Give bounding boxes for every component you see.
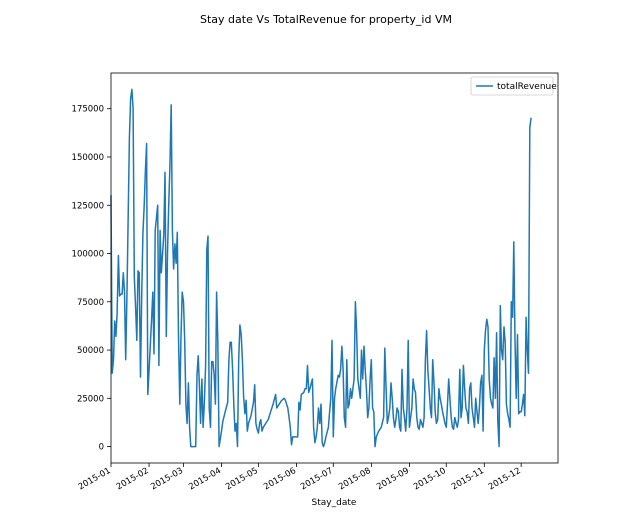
y-tick-label: 100000 bbox=[72, 250, 104, 260]
x-tick-label: 2015-02 bbox=[115, 466, 151, 492]
x-tick-label: 2015-04 bbox=[187, 466, 223, 492]
y-tick-label: 175000 bbox=[72, 105, 104, 115]
legend: totalRevenue bbox=[470, 76, 557, 96]
y-tick-label: 50000 bbox=[77, 346, 104, 356]
y-tick-label: 125000 bbox=[72, 201, 104, 211]
x-tick-label: 2015-01 bbox=[77, 466, 113, 492]
x-tick-label: 2015-11 bbox=[450, 466, 486, 492]
legend-label: totalRevenue bbox=[497, 82, 557, 92]
y-axis-ticks: 0 25000 50000 75000 100000 125000 150000 175000 bbox=[72, 105, 111, 453]
y-tick-label: 25000 bbox=[77, 394, 104, 404]
x-tick-label: 2015-08 bbox=[337, 466, 373, 492]
x-tick-label: 2015-09 bbox=[375, 466, 411, 492]
x-tick-label: 2015-10 bbox=[412, 466, 448, 492]
plot-frame bbox=[110, 72, 559, 464]
legend-box bbox=[470, 76, 554, 96]
y-tick-label: 75000 bbox=[77, 298, 104, 308]
chart-title: Stay date Vs TotalRevenue for property_i… bbox=[200, 13, 452, 26]
y-tick-label: 0 bbox=[99, 443, 104, 453]
x-tick-label: 2015-05 bbox=[224, 466, 260, 492]
x-tick-label: 2015-06 bbox=[262, 466, 298, 492]
x-tick-label: 2015-03 bbox=[149, 466, 185, 492]
x-axis-label: Stay_date bbox=[312, 498, 357, 508]
y-tick-label: 150000 bbox=[72, 153, 104, 163]
series-line-totalRevenue bbox=[110, 88, 532, 448]
x-tick-label: 2015-12 bbox=[487, 466, 523, 492]
x-tick-label: 2015-07 bbox=[299, 466, 335, 492]
